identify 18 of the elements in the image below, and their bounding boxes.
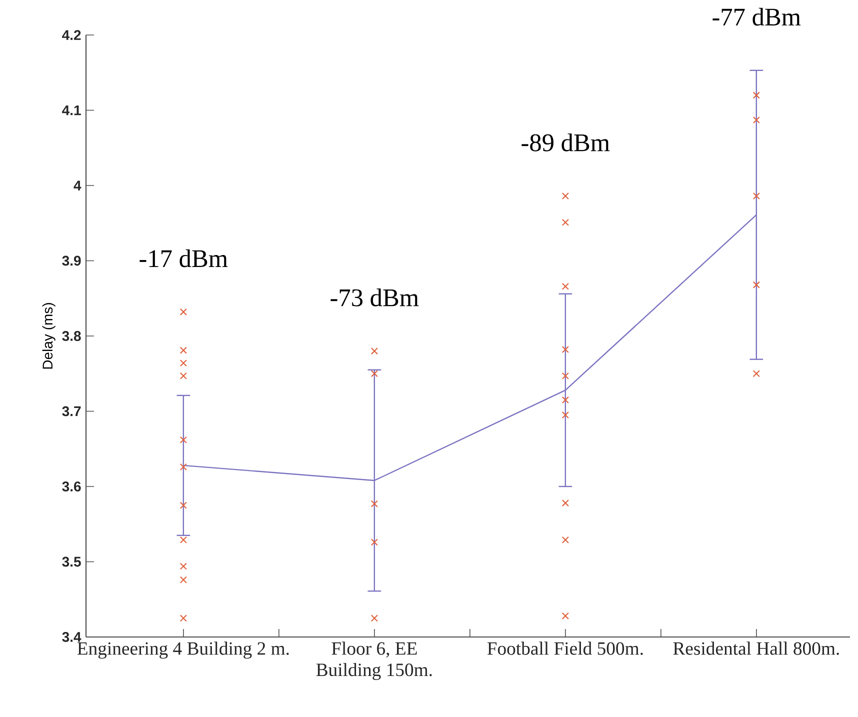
y-tick-label: 4.1 (62, 105, 81, 116)
annotation: -89 dBm (522, 134, 610, 152)
annotation: -17 dBm (140, 249, 228, 268)
x-tick-label: Residental Hall 800m. (673, 642, 839, 655)
y-tick-label: 3.9 (62, 256, 81, 266)
x-tick-label: Floor 6, EE Building 150m. (316, 642, 432, 680)
y-tick-label: 3.7 (62, 406, 81, 416)
y-tick-label: 3.8 (62, 331, 81, 341)
x-tick-label: Engineering 4 Building 2 m. (77, 642, 289, 659)
y-tick-label: 3.6 (62, 482, 81, 492)
x-tick-label: Football Field 500m. (487, 642, 643, 655)
text: -77 dBm (712, 8, 801, 26)
y-tick-label: 3.4 (62, 632, 82, 642)
annotation: -73 dBm (330, 288, 419, 306)
y-axis-title: Delay (ms) (42, 303, 56, 369)
y-tick-label: 4 (74, 180, 82, 190)
y-tick-label: 4.2 (62, 30, 81, 40)
y-tick-label: 3.5 (62, 556, 81, 567)
